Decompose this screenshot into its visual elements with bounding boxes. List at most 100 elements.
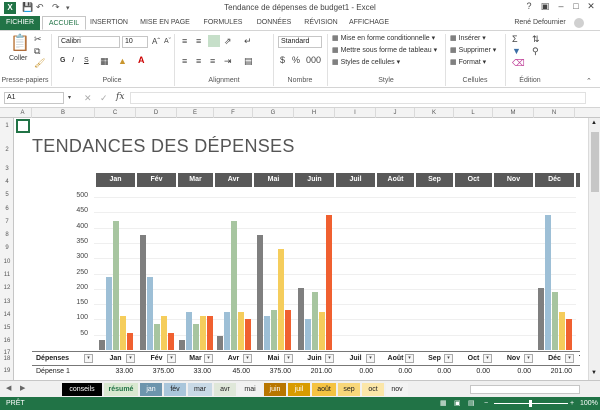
chart-bar[interactable] [178, 339, 185, 350]
column-header[interactable]: H [294, 108, 335, 118]
filter-dropdown-icon[interactable]: ▾ [204, 354, 213, 363]
chart-bar[interactable] [105, 276, 112, 350]
sheet-tab[interactable]: résumé [104, 383, 138, 396]
table-cell[interactable]: 201.00 [310, 368, 332, 375]
table-cell[interactable]: 375.00 [269, 368, 291, 375]
selected-cell[interactable] [16, 119, 30, 133]
column-header[interactable]: G [253, 108, 294, 118]
close-icon[interactable]: ✕ [587, 1, 595, 11]
align-bottom-icon[interactable] [208, 35, 220, 47]
tab-revision[interactable]: RÉVISION [304, 19, 338, 26]
row-header[interactable]: 2 [5, 147, 9, 153]
format-painter-icon[interactable]: 🖌 [34, 58, 46, 68]
ribbon-display-icon[interactable]: ▣ [540, 1, 550, 11]
chart-bar[interactable] [551, 291, 558, 350]
chart-bar[interactable] [297, 288, 304, 350]
row-header[interactable]: 17 [3, 350, 11, 356]
chart-bar[interactable] [139, 235, 146, 350]
number-format-select[interactable]: Standard [278, 36, 322, 48]
chart-bar[interactable] [311, 291, 318, 350]
chart-bar[interactable] [223, 311, 230, 350]
table-cell[interactable]: 375.00 [152, 368, 174, 375]
chart-bar[interactable] [216, 336, 223, 350]
row-header[interactable]: 6 [5, 206, 9, 212]
chart-bar[interactable] [263, 316, 270, 350]
column-header[interactable]: F [214, 108, 253, 118]
chart-bar[interactable] [537, 288, 544, 350]
table-cell[interactable]: 201.00 [550, 368, 572, 375]
chart-bar[interactable] [244, 319, 251, 350]
table-cell[interactable]: 0.00 [517, 368, 531, 375]
column-header[interactable]: I [335, 108, 376, 118]
find-select-icon[interactable]: ⚲ [532, 46, 539, 56]
align-middle-icon[interactable]: ≡ [196, 36, 202, 46]
user-name[interactable]: René Defournier [514, 19, 566, 26]
borders-icon[interactable]: ▦ [100, 56, 109, 66]
scroll-down-icon[interactable]: ▼ [591, 370, 597, 376]
insert-cells-button[interactable]: ▦ Insérer ▾ [450, 35, 486, 42]
filter-dropdown-icon[interactable]: ▾ [167, 354, 176, 363]
row-header[interactable]: 15 [3, 325, 11, 331]
filter-dropdown-icon[interactable]: ▾ [405, 354, 414, 363]
horizontal-scrollbar[interactable] [470, 385, 580, 394]
chart-bar[interactable] [558, 311, 565, 350]
maximize-icon[interactable]: □ [573, 1, 579, 11]
cell-styles-button[interactable]: ▦ Styles de cellules ▾ [332, 59, 401, 66]
align-top-icon[interactable]: ≡ [182, 36, 188, 46]
chart-bar[interactable] [153, 323, 160, 350]
chart-bar[interactable] [277, 249, 284, 350]
sheet-tab[interactable]: fév [164, 383, 186, 396]
row-header[interactable]: 11 [3, 272, 11, 278]
avatar[interactable] [574, 18, 584, 28]
next-sheet-icon[interactable]: ▶ [20, 385, 26, 392]
collapse-ribbon-icon[interactable]: ⌃ [586, 78, 592, 85]
enter-icon[interactable]: ✓ [100, 93, 108, 103]
zoom-in-icon[interactable]: + [570, 400, 575, 407]
currency-icon[interactable]: $ [280, 55, 286, 65]
row-header[interactable]: 18 [3, 356, 11, 362]
chart-bar[interactable] [304, 319, 311, 350]
name-box-dropdown-icon[interactable]: ▾ [68, 95, 72, 101]
chart-bar[interactable] [544, 215, 551, 350]
column-header[interactable]: C [95, 108, 136, 118]
row-header[interactable]: 8 [5, 232, 9, 238]
page-layout-view-icon[interactable]: ▣ [454, 400, 461, 407]
align-left-icon[interactable]: ≡ [182, 56, 188, 66]
chart-bar[interactable] [284, 310, 291, 350]
tab-mise-en-page[interactable]: MISE EN PAGE [140, 19, 190, 26]
row-header[interactable]: 1 [5, 123, 9, 129]
row-header[interactable]: 12 [3, 285, 11, 291]
cancel-icon[interactable]: ✕ [84, 93, 92, 103]
filter-dropdown-icon[interactable]: ▾ [126, 354, 135, 363]
zoom-out-icon[interactable]: − [484, 400, 489, 407]
sheet-tab[interactable]: sep [338, 383, 360, 396]
chart-bar[interactable] [185, 311, 192, 350]
table-cell[interactable]: 33.00 [193, 368, 211, 375]
filter-dropdown-icon[interactable]: ▾ [565, 354, 574, 363]
sheet-tab[interactable]: juin [264, 383, 286, 396]
filter-dropdown-icon[interactable]: ▾ [444, 354, 453, 363]
table-cell[interactable]: 33.00 [115, 368, 133, 375]
row-header[interactable]: 19 [3, 368, 11, 374]
page-break-view-icon[interactable]: ▤ [468, 400, 475, 407]
align-center-icon[interactable]: ≡ [196, 56, 202, 66]
sheet-tab[interactable]: août [312, 383, 336, 396]
sheet-tab[interactable]: jan [140, 383, 162, 396]
row-header[interactable]: 7 [5, 219, 9, 225]
chart-bar[interactable] [237, 311, 244, 350]
tab-formules[interactable]: FORMULES [203, 19, 243, 26]
row-header[interactable]: 16 [3, 338, 11, 344]
wrap-text-icon[interactable]: ↵ [244, 36, 252, 46]
minimize-icon[interactable]: – [558, 1, 564, 11]
tab-insertion[interactable]: INSERTION [90, 19, 128, 26]
align-right-icon[interactable]: ≡ [210, 56, 216, 66]
filter-dropdown-icon[interactable]: ▾ [84, 354, 93, 363]
font-size-select[interactable]: 10 [122, 36, 148, 48]
filter-dropdown-icon[interactable]: ▾ [325, 354, 334, 363]
bold-button[interactable]: G [60, 57, 66, 64]
vertical-scrollbar[interactable]: ▲ ▼ [588, 118, 600, 380]
column-header[interactable]: B [32, 108, 95, 118]
shrink-font-icon[interactable]: Aˇ [164, 38, 171, 45]
underline-button[interactable]: S [84, 57, 89, 64]
chart-bar[interactable] [256, 235, 263, 350]
